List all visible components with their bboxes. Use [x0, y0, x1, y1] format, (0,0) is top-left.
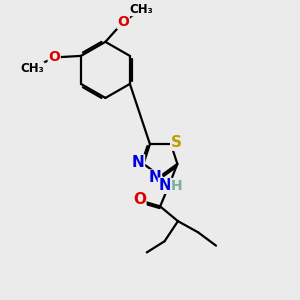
Text: CH₃: CH₃ [130, 3, 154, 16]
Text: CH₃: CH₃ [20, 62, 44, 75]
Text: O: O [133, 192, 146, 207]
Text: O: O [48, 50, 60, 64]
Text: H: H [171, 179, 182, 193]
Text: N: N [158, 178, 171, 193]
Text: N: N [149, 170, 161, 185]
Text: N: N [132, 155, 145, 170]
Text: S: S [171, 135, 182, 150]
Text: O: O [117, 14, 129, 28]
